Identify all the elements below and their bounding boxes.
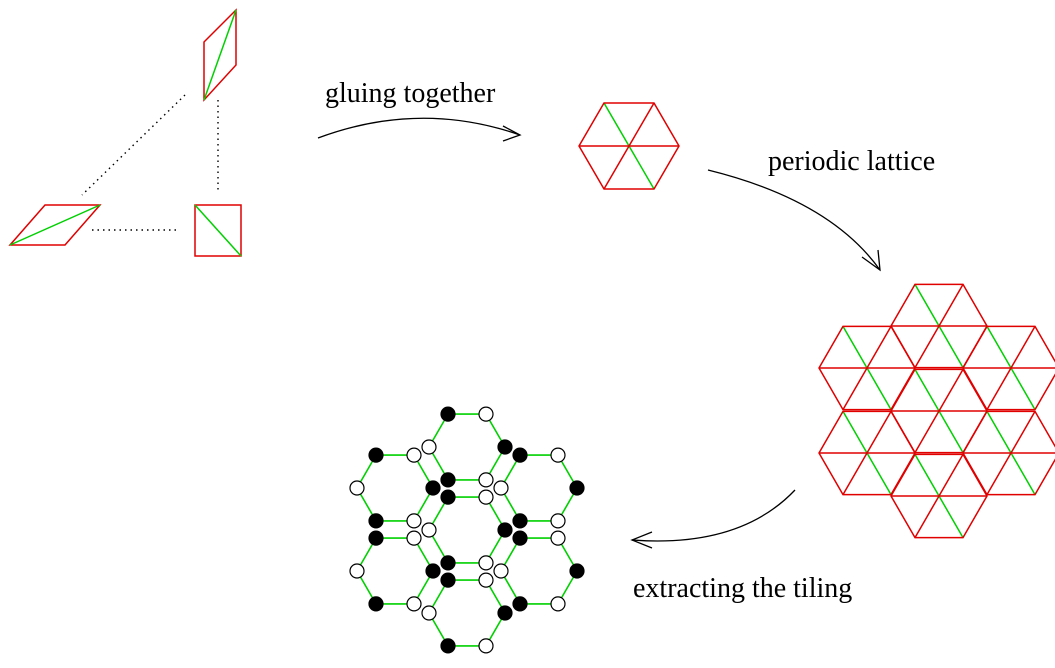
white-vertex [406,447,422,463]
white-vertex [478,406,494,422]
black-vertex [440,638,456,654]
white-vertex [478,555,494,571]
lattice-green-edge [986,411,1012,454]
black-vertex [368,513,384,529]
extracting-arrow [630,489,796,549]
white-vertex [478,572,494,588]
white-vertex [550,530,566,546]
lattice-red-edge [842,367,868,410]
lattice-green-edge [938,410,964,453]
lattice-green-edge [842,411,868,454]
black-vertex [368,447,384,463]
black-vertex [512,447,528,463]
lattice-red-edge [938,284,964,327]
lattice-green-edge [986,326,1012,369]
lattice-red-edge [914,325,940,368]
flat-rhombus [8,204,102,246]
gluing-arrow [317,117,522,142]
lattice-red-edge [866,326,892,369]
lattice-red-edge [1010,411,1036,454]
lattice-red-edge [842,452,868,495]
black-vertex [569,480,585,496]
lattice-green-edge [842,326,868,369]
lattice-red-edge [986,452,1012,495]
black-vertex [440,572,456,588]
black-vertex [497,439,513,455]
tile-shapes [8,8,242,257]
white-vertex [550,513,566,529]
white-vertex [421,605,437,621]
lattice-green-edge [914,284,940,327]
lattice-green-edge [938,495,964,538]
lattice-red-edge [938,454,964,497]
lattice-red-edge [938,369,964,412]
white-vertex [550,596,566,612]
lattice-green-edge [914,454,940,497]
lattice-green-edge [914,369,940,412]
black-vertex [512,596,528,612]
white-vertex [406,513,422,529]
square-tile [194,204,242,257]
dotted-connectors [81,94,219,231]
extracting-label: extracting the tiling [633,573,852,604]
black-vertex [440,472,456,488]
gluing-label: gluing together [325,78,496,109]
lattice-red-edge [1010,326,1036,369]
lattice-red-edge [986,367,1012,410]
black-vertex [440,555,456,571]
tall-rhombus [203,8,237,102]
black-vertex [440,489,456,505]
lattice-red-edge [866,411,892,454]
white-vertex [421,439,437,455]
periodic-arrow [707,169,881,272]
black-vertex [368,530,384,546]
black-vertex [425,563,441,579]
honeycomb-tiling [349,406,585,654]
black-vertex [512,513,528,529]
lattice-green-edge [866,452,892,495]
white-vertex [406,530,422,546]
lattice-green-edge [938,325,964,368]
white-vertex [421,522,437,538]
hexagon-tile [578,102,680,190]
white-vertex [478,638,494,654]
lattice-green-edge [1010,452,1036,495]
white-vertex [349,480,365,496]
black-vertex [569,563,585,579]
periodic-label: periodic lattice [768,146,935,177]
white-vertex [478,472,494,488]
lattice-green-edge [866,367,892,410]
black-vertex [440,406,456,422]
black-vertex [425,480,441,496]
white-vertex [493,563,509,579]
white-vertex [478,489,494,505]
white-vertex [349,563,365,579]
black-vertex [497,605,513,621]
white-vertex [406,596,422,612]
lattice-green-edge [1010,367,1036,410]
black-vertex [512,530,528,546]
white-vertex [550,447,566,463]
white-vertex [493,480,509,496]
triangular-lattice [818,283,1055,539]
black-vertex [497,522,513,538]
black-vertex [368,596,384,612]
lattice-red-edge [914,495,940,538]
lattice-red-edge [914,410,940,453]
